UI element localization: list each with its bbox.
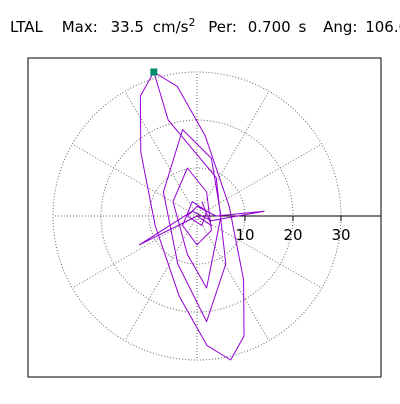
tick-label: 20 [283,226,302,244]
tick-label: 30 [331,226,350,244]
grid-spoke [72,143,198,217]
max-unit-power: 2 [188,16,195,29]
period-unit: s [298,18,306,36]
station: LTAL [10,18,44,36]
grid-spoke [196,143,322,217]
plot-frame [27,57,382,378]
period-value: 0.700 [248,18,291,36]
angle-label: Ang: [323,18,357,36]
grid-spoke [72,215,198,289]
angle-value: 106.0 [365,18,400,36]
period-label: Per: [208,18,237,36]
grid-spoke [124,215,198,341]
grid-spoke [196,215,270,341]
grid-spoke [196,91,270,217]
max-value: 33.5 [111,18,144,36]
max-unit: cm/s [153,18,189,36]
start-marker [150,68,158,76]
tick-label: 10 [235,226,254,244]
max-label: Max: [62,18,98,36]
trajectory [138,71,265,361]
grid-spoke [124,91,198,217]
grid-spoke [196,215,322,289]
title: LTAL Max: 33.5 cm/s2 Per: 0.700 s Ang: 1… [10,12,400,36]
